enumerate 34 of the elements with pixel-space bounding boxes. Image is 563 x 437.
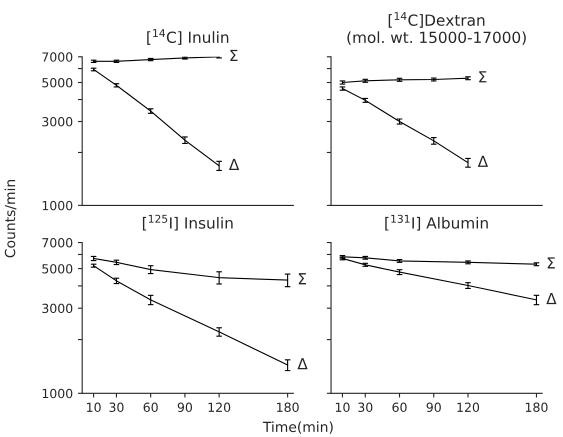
series-label: Σ (230, 50, 238, 62)
x-tick-label: 180 (277, 402, 299, 412)
x-tick-label: 10 (87, 402, 101, 412)
x-tick-label: 120 (208, 402, 230, 412)
x-tick-label: 30 (358, 402, 372, 412)
series-label: Σ (479, 71, 486, 82)
chart-title: [$^{14}$C] Inulin (147, 29, 228, 45)
y-tick-label: 7000 (42, 238, 72, 248)
series-label: Δ (478, 156, 488, 167)
series-label: Σ (298, 273, 306, 284)
chart-title: [$^{131}$I] Albumin (385, 214, 488, 231)
chart-title: [$^{14}$C]Dextran (mol. wt. 15000-17000) (347, 12, 526, 45)
y-tick-label: 5000 (42, 264, 72, 274)
x-tick-label: 90 (426, 402, 441, 412)
x-tick-label: 120 (457, 402, 480, 412)
y-tick-label: 3000 (42, 116, 72, 126)
y-axis-title: Counts/min (4, 180, 16, 258)
series-label: Δ (297, 358, 308, 370)
y-tick-label: 3000 (42, 304, 72, 314)
chart-title: [$^{125}$I] Insulin (142, 214, 233, 231)
y-tick-label: 1000 (42, 388, 72, 398)
x-tick-label: 180 (526, 402, 548, 412)
x-tick-label: 90 (178, 402, 192, 412)
x-axis-title: Time(min) (262, 421, 333, 434)
y-tick-label: 1000 (42, 200, 72, 210)
series-label: Σ (548, 257, 555, 268)
series-label: Δ (546, 292, 557, 304)
series-label: Δ (228, 158, 240, 170)
x-tick-label: 60 (144, 402, 158, 412)
x-tick-label: 60 (392, 402, 407, 412)
x-tick-label: 30 (109, 402, 124, 412)
y-tick-label: 7000 (42, 52, 72, 62)
x-tick-label: 10 (336, 402, 350, 412)
y-tick-label: 5000 (42, 78, 72, 88)
